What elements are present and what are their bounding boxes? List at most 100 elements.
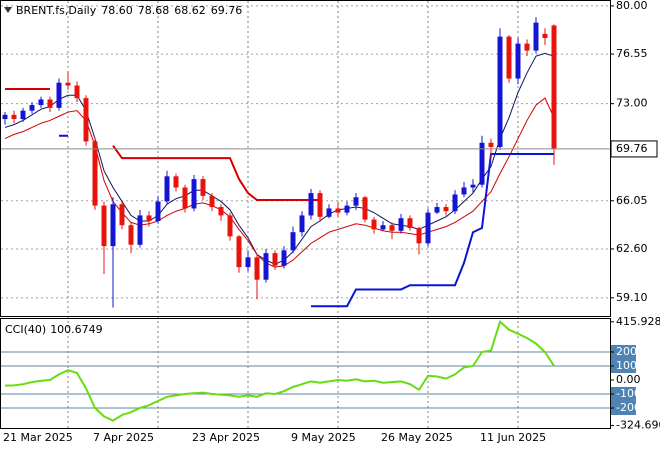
candle-body	[56, 82, 62, 108]
candle-body	[524, 43, 530, 51]
candle-body	[488, 142, 494, 147]
level-label-box	[611, 359, 636, 374]
y-tick-label: 76.55	[616, 47, 648, 60]
indicator-title: CCI(40) 100.6749	[5, 323, 103, 336]
candle-body	[416, 227, 422, 244]
candle-body	[119, 204, 125, 226]
y-tick-label: 100	[616, 359, 637, 372]
candle-body	[551, 25, 557, 149]
candle-body	[533, 22, 539, 51]
y-tick-label: -100	[616, 387, 641, 400]
candle-body	[344, 205, 350, 213]
candle-body	[290, 232, 296, 251]
candle-body	[20, 110, 26, 120]
level-label-box	[611, 386, 636, 401]
candle-body	[236, 236, 242, 268]
candle-body	[407, 218, 413, 228]
candle-body	[245, 257, 251, 268]
indicator-name: CCI(40)	[5, 323, 46, 336]
candle-body	[263, 253, 269, 280]
candle-body	[110, 204, 116, 247]
x-tick-label: 7 Apr 2025	[93, 431, 154, 444]
candle-body	[299, 215, 305, 233]
candle-body	[11, 114, 17, 120]
candle-body	[380, 225, 386, 230]
candle-body	[515, 43, 521, 79]
candle-body	[65, 82, 71, 86]
y-tick-label: -200	[616, 401, 641, 414]
candle-body	[254, 257, 260, 280]
x-tick-label: 26 May 2025	[381, 431, 453, 444]
candle-body	[146, 215, 152, 222]
candle-body	[2, 114, 8, 120]
candle-body	[128, 225, 134, 245]
candle-body	[281, 250, 287, 266]
candle-body	[209, 195, 215, 208]
candle-body	[461, 187, 467, 195]
candle-body	[326, 208, 332, 217]
candle-body	[506, 36, 512, 79]
main-panel-frame	[0, 0, 611, 317]
candle-body	[38, 99, 44, 106]
candle-body	[101, 205, 107, 247]
x-tick-label: 23 Apr 2025	[192, 431, 260, 444]
candle-body	[74, 85, 80, 99]
ohlc-label: 78.60	[101, 4, 133, 17]
candle-body	[470, 184, 476, 188]
current-price-label: 69.76	[616, 142, 648, 155]
y-tick-label: 59.10	[616, 291, 648, 304]
y-tick-label: 73.00	[616, 97, 648, 110]
cci-panel-frame	[0, 318, 611, 429]
candle-body	[398, 218, 404, 231]
x-tick-label: 21 Mar 2025	[3, 431, 73, 444]
candle-body	[425, 212, 431, 244]
candle-body	[227, 215, 233, 237]
candle-body	[371, 219, 377, 230]
candle-body	[173, 176, 179, 188]
candle-body	[542, 33, 548, 39]
level-label-box	[611, 345, 636, 360]
candle-body	[182, 187, 188, 209]
candle-body	[47, 99, 53, 108]
y-tick-label: 62.60	[616, 242, 648, 255]
chart-icon	[4, 7, 12, 13]
ohlc-label: 69.76	[211, 4, 243, 17]
symbol-label: BRENT.fs,Daily	[16, 4, 97, 17]
candle-body	[191, 179, 197, 209]
cci-line	[4, 320, 555, 422]
chart-title: BRENT.fs,Daily 78.60 78.68 68.62 69.76	[16, 4, 242, 17]
y-tick-label: 66.05	[616, 194, 648, 207]
candle-body	[83, 98, 89, 142]
candle-body	[92, 141, 98, 206]
candle-body	[137, 215, 143, 245]
indicator-value: 100.6749	[50, 323, 103, 336]
indicator-line	[5, 88, 320, 202]
candle-body	[317, 193, 323, 217]
candle-body	[443, 207, 449, 212]
y-tick-label: 80.00	[616, 0, 648, 12]
candle-body	[452, 194, 458, 212]
candle-body	[308, 193, 314, 216]
x-tick-label: 11 Jun 2025	[480, 431, 546, 444]
candle-body	[497, 36, 503, 147]
candle-body	[389, 225, 395, 231]
y-tick-label: 415.928	[616, 315, 660, 328]
candle-body	[200, 179, 206, 196]
y-tick-label: 200	[616, 345, 637, 358]
level-label-box	[611, 400, 636, 415]
ohlc-label: 78.68	[138, 4, 170, 17]
candle-body	[479, 142, 485, 185]
candle-body	[155, 201, 161, 222]
candle-body	[353, 197, 359, 206]
candle-body	[335, 208, 341, 213]
candle-body	[272, 253, 278, 266]
y-tick-label: 0.00	[616, 373, 641, 386]
candle-body	[218, 207, 224, 216]
ohlc-label: 68.62	[174, 4, 206, 17]
candle-body	[434, 207, 440, 213]
candle-body	[362, 197, 368, 220]
candle-body	[164, 176, 170, 202]
